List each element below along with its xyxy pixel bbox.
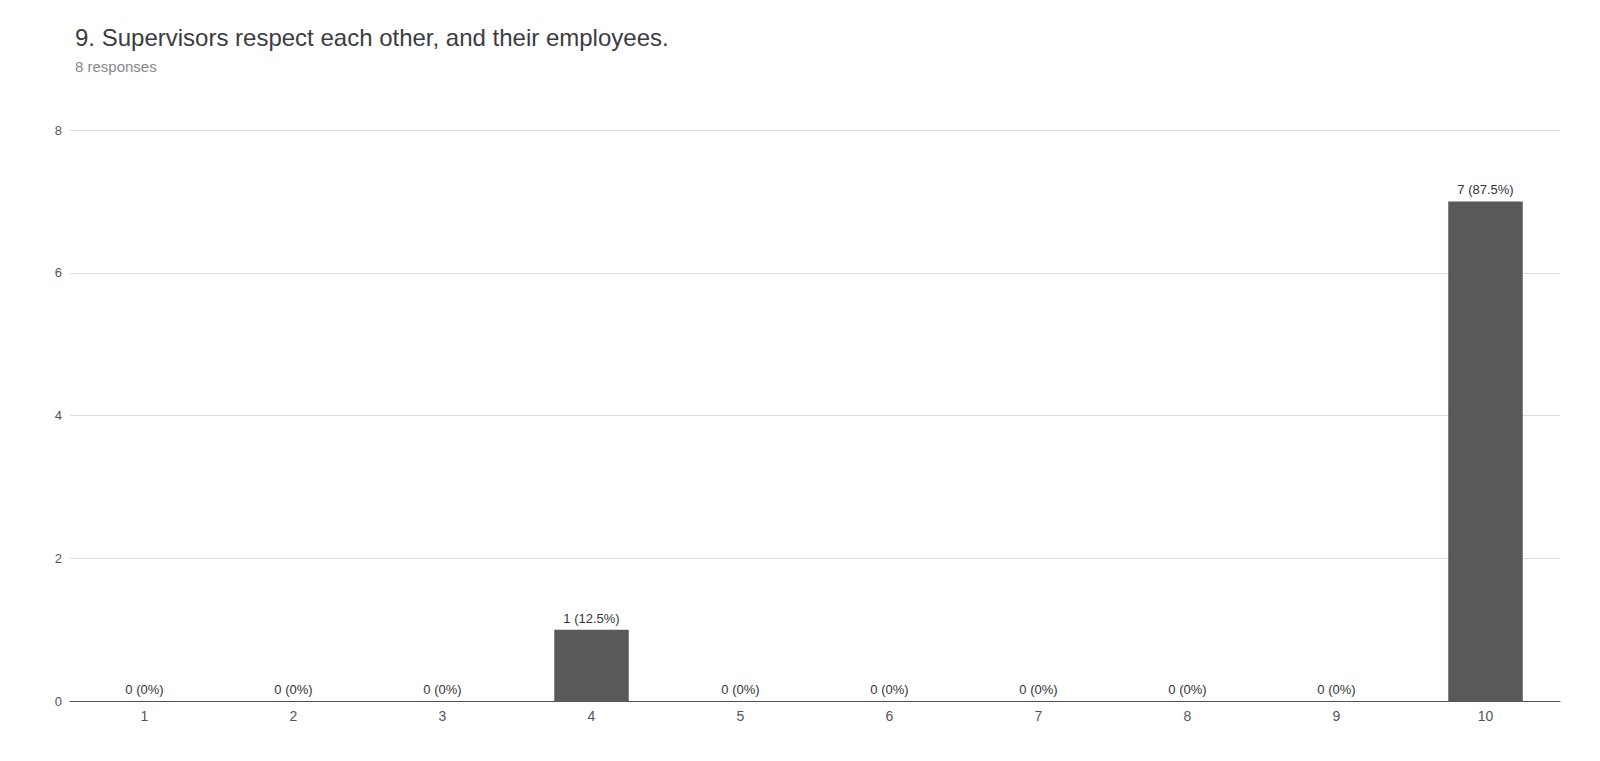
- svg-text:9. Supervisors respect each ot: 9. Supervisors respect each other, and t…: [75, 24, 669, 51]
- svg-text:0 (0%): 0 (0%): [125, 682, 163, 697]
- svg-text:0 (0%): 0 (0%): [1168, 682, 1206, 697]
- svg-text:9: 9: [1333, 708, 1341, 724]
- svg-text:8: 8: [55, 123, 62, 138]
- svg-text:7 (87.5%): 7 (87.5%): [1457, 182, 1513, 197]
- svg-text:0: 0: [55, 694, 62, 709]
- svg-text:2: 2: [55, 551, 62, 566]
- svg-text:2: 2: [290, 708, 298, 724]
- svg-text:4: 4: [55, 408, 62, 423]
- svg-text:7: 7: [1035, 708, 1043, 724]
- svg-text:3: 3: [439, 708, 447, 724]
- svg-text:8: 8: [1184, 708, 1192, 724]
- svg-text:6: 6: [55, 265, 62, 280]
- svg-text:0 (0%): 0 (0%): [1019, 682, 1057, 697]
- svg-text:8 responses: 8 responses: [75, 58, 157, 75]
- svg-text:0 (0%): 0 (0%): [423, 682, 461, 697]
- svg-text:10: 10: [1478, 708, 1494, 724]
- svg-text:0 (0%): 0 (0%): [870, 682, 908, 697]
- svg-text:0 (0%): 0 (0%): [1317, 682, 1355, 697]
- svg-text:1 (12.5%): 1 (12.5%): [563, 611, 619, 626]
- svg-text:4: 4: [588, 708, 596, 724]
- svg-text:6: 6: [886, 708, 894, 724]
- svg-text:5: 5: [737, 708, 745, 724]
- svg-text:0 (0%): 0 (0%): [274, 682, 312, 697]
- svg-text:0 (0%): 0 (0%): [721, 682, 759, 697]
- svg-text:1: 1: [141, 708, 149, 724]
